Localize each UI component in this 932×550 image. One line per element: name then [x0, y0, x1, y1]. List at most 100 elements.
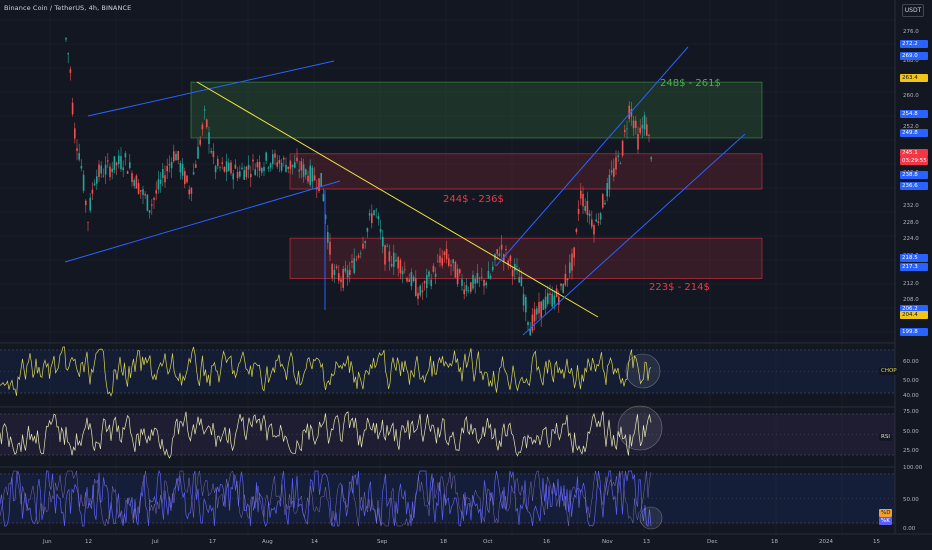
- price-tag: 238.8: [900, 171, 928, 179]
- candle-body: [162, 169, 164, 178]
- candle-body: [245, 166, 248, 178]
- candle-body: [199, 139, 201, 145]
- candle-body: [417, 292, 419, 299]
- candle-body: [564, 273, 567, 286]
- price-tag: 254.8: [900, 110, 928, 118]
- candle-body: [643, 115, 646, 130]
- candle-body: [456, 268, 459, 285]
- candle-body: [547, 293, 549, 304]
- candle-body: [632, 120, 635, 129]
- time-tick: Aug: [262, 539, 273, 545]
- candle-body: [474, 278, 476, 284]
- candle-body: [511, 269, 514, 277]
- candle-body: [441, 257, 443, 266]
- candle-body: [265, 152, 267, 161]
- candle-body: [256, 162, 259, 168]
- candle-body: [577, 208, 580, 214]
- price-tag: 236.6: [900, 182, 928, 190]
- currency-button[interactable]: USDT: [902, 4, 924, 17]
- candle-body: [384, 245, 386, 265]
- candle-body: [525, 296, 527, 313]
- candle-body: [571, 253, 573, 271]
- candle-body: [124, 153, 127, 158]
- candle-body: [551, 293, 553, 307]
- candle-body: [373, 210, 375, 216]
- candle-body: [122, 167, 124, 171]
- candle-body: [100, 165, 102, 174]
- time-tick: 17: [209, 539, 216, 545]
- candle-body: [500, 244, 503, 250]
- candle-body: [412, 276, 415, 282]
- rsi-tick: 50.00: [903, 429, 919, 435]
- candle-body: [263, 166, 265, 171]
- candle-body: [157, 179, 160, 190]
- candle-body: [470, 282, 472, 292]
- candle-body: [335, 266, 338, 268]
- candle-body: [619, 163, 622, 165]
- candle-body: [148, 210, 151, 213]
- price-tick: 268.0: [903, 58, 919, 64]
- candle-body: [498, 253, 501, 256]
- stoch-tick: 0.00: [903, 526, 916, 532]
- candle-body: [188, 189, 190, 195]
- candle-body: [87, 222, 89, 223]
- candle-body: [465, 285, 468, 292]
- candle-body: [291, 164, 294, 167]
- candle-body: [243, 170, 245, 180]
- candle-body: [536, 308, 538, 315]
- candle-body: [529, 328, 531, 336]
- candle-body: [195, 164, 197, 168]
- candle-body: [313, 175, 316, 181]
- candle-body: [437, 260, 439, 262]
- candle-body: [419, 285, 421, 296]
- price-tag: 217.3: [900, 263, 928, 271]
- candle-body: [621, 140, 624, 156]
- candle-body: [410, 271, 413, 287]
- candle-body: [320, 173, 322, 187]
- candle-body: [602, 194, 604, 208]
- candle-body: [89, 197, 91, 211]
- candle-body: [252, 159, 254, 162]
- chop-label: CHOP: [879, 367, 899, 375]
- candle-body: [432, 265, 435, 272]
- candle-body: [340, 279, 342, 283]
- candle-body: [459, 269, 461, 274]
- candle-body: [300, 161, 303, 171]
- candle-body: [179, 162, 182, 173]
- indicator-line-stoch: [0, 469, 652, 527]
- candle-body: [443, 251, 446, 256]
- candle-body: [544, 296, 547, 309]
- pane-band-rsi: [0, 414, 895, 455]
- candle-body: [428, 271, 430, 277]
- candle-body: [203, 109, 206, 111]
- candle-body: [333, 269, 336, 275]
- candle-body: [362, 243, 364, 249]
- candle-body: [606, 183, 608, 197]
- candle-body: [489, 275, 492, 279]
- candle-body: [190, 187, 193, 194]
- rsi-tick: 25.00: [903, 448, 919, 454]
- candle-body: [225, 161, 228, 172]
- zone-box-middle: [289, 153, 763, 190]
- candle-body: [505, 248, 507, 250]
- candle-body: [126, 171, 129, 174]
- candle-body: [426, 275, 428, 289]
- time-tick: Oct: [483, 539, 493, 545]
- candle-body: [485, 282, 487, 286]
- price-tag: 263.4: [900, 74, 928, 82]
- candle-body: [368, 213, 371, 216]
- candle-body: [113, 156, 116, 170]
- candle-body: [628, 105, 630, 119]
- candle-body: [404, 269, 406, 271]
- candle-body: [360, 253, 362, 254]
- candle-body: [102, 175, 105, 177]
- candle-body: [371, 213, 373, 224]
- candle-body: [538, 302, 540, 314]
- candle-body: [388, 251, 391, 262]
- candle-body: [329, 241, 331, 255]
- candle-body: [283, 157, 285, 160]
- candle-body: [591, 219, 593, 227]
- price-tick: 276.0: [903, 29, 919, 35]
- zone-box-upper: [190, 81, 763, 139]
